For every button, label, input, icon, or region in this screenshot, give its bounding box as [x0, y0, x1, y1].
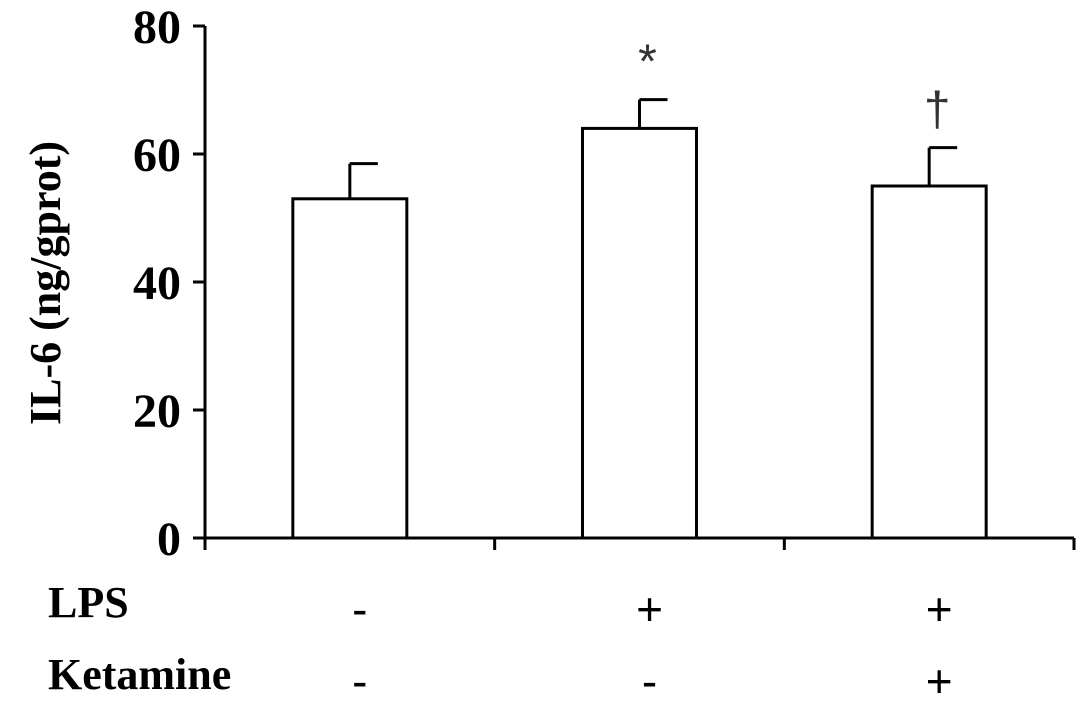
condition-value-0-2: + [926, 583, 953, 635]
condition-value-0-1: + [636, 583, 663, 635]
condition-value-1-0: - [352, 655, 367, 707]
condition-label-1: Ketamine [48, 650, 231, 699]
bar-1 [581, 126, 698, 540]
condition-label-0: LPS [48, 578, 129, 627]
y-tick-label-0: 0 [157, 513, 181, 566]
condition-value-1-1: - [642, 655, 657, 707]
condition-value-0-0: - [352, 583, 367, 635]
y-ticks: 0 20 40 60 80 [133, 1, 205, 566]
y-tick-label-4: 80 [133, 1, 181, 54]
y-tick-label-2: 40 [133, 257, 181, 310]
error-bars [348, 98, 958, 199]
y-tick-label-3: 60 [133, 129, 181, 182]
y-tick-label-1: 20 [133, 385, 181, 438]
condition-table: LPS - + + Ketamine - - + [48, 578, 953, 707]
y-axis-label: IL-6 (ng/gprot) [21, 141, 70, 425]
bar-0 [291, 197, 409, 540]
significance-marker-1: * [638, 36, 657, 89]
bar-2 [870, 184, 988, 540]
significance-marker-2: † [924, 84, 951, 137]
x-ticks [203, 538, 1076, 550]
bars [291, 126, 988, 540]
condition-value-1-2: + [926, 655, 953, 707]
significance-markers: *† [638, 36, 950, 137]
